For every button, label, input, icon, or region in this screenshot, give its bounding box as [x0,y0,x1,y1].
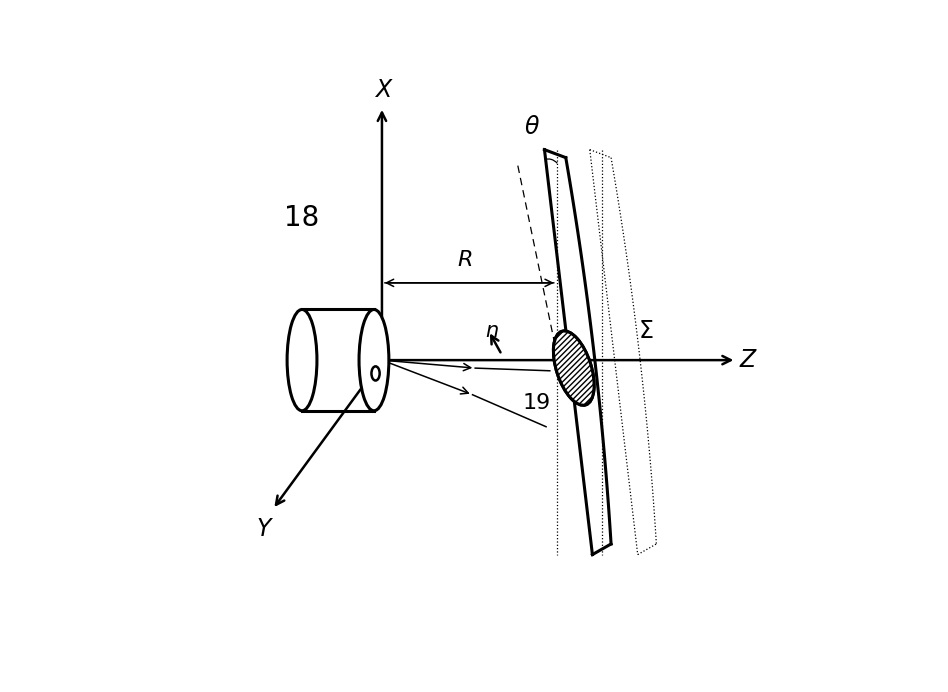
Text: 19: 19 [522,393,551,412]
Text: $Z$: $Z$ [738,348,758,372]
Ellipse shape [359,309,389,411]
Ellipse shape [554,331,594,406]
Text: 18: 18 [284,204,319,233]
Text: $n$: $n$ [485,321,500,341]
Ellipse shape [287,309,317,411]
Ellipse shape [554,331,594,406]
Text: $\Sigma$: $\Sigma$ [638,319,653,343]
Text: $O$: $O$ [358,372,373,390]
Text: $R$: $R$ [457,250,472,269]
Text: $Y$: $Y$ [256,518,274,541]
Text: $X$: $X$ [374,78,393,102]
Text: $\theta$: $\theta$ [524,115,540,139]
Ellipse shape [372,366,379,381]
